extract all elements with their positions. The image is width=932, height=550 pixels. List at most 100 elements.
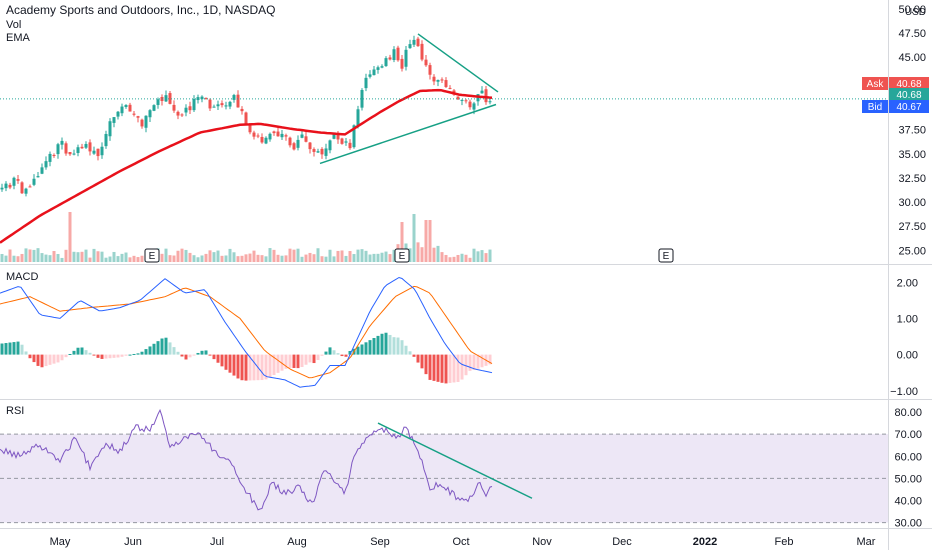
macd-histogram-bar bbox=[276, 354, 280, 373]
volume-bar bbox=[108, 256, 112, 262]
rsi-tick-label: 60.00 bbox=[894, 451, 922, 463]
earnings-marker-label: E bbox=[149, 251, 156, 262]
volume-bar bbox=[460, 253, 464, 262]
volume-bar bbox=[64, 249, 68, 262]
earnings-marker-box bbox=[144, 248, 160, 263]
macd-histogram-bar bbox=[316, 354, 320, 361]
macd-histogram-bar bbox=[112, 354, 116, 358]
time-axis-label: Nov bbox=[532, 536, 552, 548]
volume-bar bbox=[256, 254, 260, 262]
earnings-marker-box bbox=[394, 248, 410, 263]
macd-histogram-bar bbox=[236, 354, 240, 379]
volume-bar bbox=[268, 248, 272, 262]
macd-histogram-bar bbox=[320, 354, 324, 356]
volume-bar bbox=[400, 222, 404, 262]
macd-histogram-bar bbox=[252, 354, 256, 381]
volume-bar bbox=[408, 248, 412, 262]
candle bbox=[336, 134, 340, 140]
macd-histogram-bar bbox=[388, 334, 392, 355]
macd-histogram-bar bbox=[436, 354, 440, 382]
volume-bar bbox=[304, 254, 308, 262]
price-overlays bbox=[0, 33, 888, 244]
macd-histogram-bar bbox=[404, 345, 408, 355]
candle bbox=[360, 89, 364, 108]
macd-histogram-bar bbox=[360, 344, 364, 355]
candle bbox=[332, 133, 336, 139]
volume-bar bbox=[424, 220, 428, 262]
candle bbox=[72, 153, 76, 155]
macd-histogram-bar bbox=[384, 332, 388, 355]
volume-bar bbox=[332, 256, 336, 262]
macd-tick-label: 0.00 bbox=[897, 350, 918, 362]
macd-histogram-bar bbox=[24, 351, 28, 355]
macd-tick-label: 2.00 bbox=[897, 277, 918, 289]
volume-bar bbox=[260, 255, 264, 262]
candle bbox=[460, 99, 464, 101]
candle bbox=[148, 110, 152, 118]
candle bbox=[348, 142, 352, 149]
volume-bar bbox=[16, 256, 20, 262]
volume-bar bbox=[436, 245, 440, 262]
volume-bar bbox=[88, 257, 92, 262]
candle bbox=[244, 112, 248, 125]
macd-histogram-bar bbox=[36, 354, 40, 366]
candle bbox=[176, 111, 180, 116]
bid-price: 40.67 bbox=[896, 102, 921, 113]
macd-histogram-bar bbox=[264, 354, 268, 380]
candle bbox=[316, 151, 320, 153]
macd-histogram-bar bbox=[160, 338, 164, 355]
candle bbox=[232, 95, 236, 100]
macd-histogram-bar bbox=[44, 354, 48, 367]
macd-histogram-bar bbox=[132, 353, 136, 355]
macd-histogram-bar bbox=[200, 350, 204, 355]
macd-label: MACD bbox=[6, 271, 38, 283]
macd-histogram-bar bbox=[68, 354, 72, 355]
price-tick-label: 45.00 bbox=[898, 52, 926, 64]
macd-pane bbox=[0, 276, 493, 388]
volume-bar bbox=[196, 257, 200, 262]
macd-histogram-bar bbox=[32, 354, 36, 363]
volume-bar bbox=[40, 253, 44, 262]
macd-histogram-bar bbox=[424, 354, 428, 375]
macd-histogram-bar bbox=[480, 354, 484, 368]
macd-histogram-bar bbox=[156, 341, 160, 355]
macd-histogram-bar bbox=[64, 354, 68, 358]
candle bbox=[28, 186, 32, 188]
candle bbox=[296, 139, 300, 148]
macd-histogram-bar bbox=[180, 354, 184, 357]
macd-histogram-bar bbox=[56, 354, 60, 363]
macd-histogram-bar bbox=[188, 354, 192, 358]
macd-histogram-bar bbox=[440, 354, 444, 383]
volume-bar bbox=[212, 252, 216, 262]
volume-bar bbox=[76, 252, 80, 262]
quote-badges: Ask 40.68 40.68 Bid 40.67 bbox=[862, 77, 929, 113]
chart-title: Academy Sports and Outdoors, Inc., 1D, N… bbox=[6, 3, 275, 17]
candle bbox=[180, 114, 184, 116]
volume-bar bbox=[272, 249, 276, 262]
macd-histogram-bar bbox=[220, 354, 224, 367]
macd-histogram-bar bbox=[120, 354, 124, 357]
volume-bar bbox=[132, 255, 136, 262]
macd-histogram-bar bbox=[368, 340, 372, 355]
volume-bar bbox=[120, 253, 124, 262]
candle bbox=[80, 146, 84, 149]
volume-bar bbox=[348, 251, 352, 262]
macd-histogram-bar bbox=[452, 354, 456, 383]
rsi-tick-label: 50.00 bbox=[894, 473, 922, 485]
macd-histogram-bar bbox=[108, 354, 112, 359]
volume-bar bbox=[124, 252, 128, 262]
macd-histogram-bar bbox=[268, 354, 272, 378]
lower-trendline bbox=[319, 103, 497, 165]
macd-histogram-bar bbox=[356, 346, 360, 355]
macd-histogram-bar bbox=[304, 354, 308, 365]
volume-bar bbox=[228, 248, 232, 262]
candle bbox=[68, 152, 72, 155]
rsi-label: RSI bbox=[6, 405, 24, 417]
candle bbox=[112, 117, 116, 123]
macd-histogram-bar bbox=[4, 343, 8, 355]
volume-bar bbox=[296, 248, 300, 262]
volume-bar bbox=[264, 256, 268, 262]
macd-histogram-bar bbox=[184, 354, 188, 360]
candle bbox=[48, 153, 52, 162]
